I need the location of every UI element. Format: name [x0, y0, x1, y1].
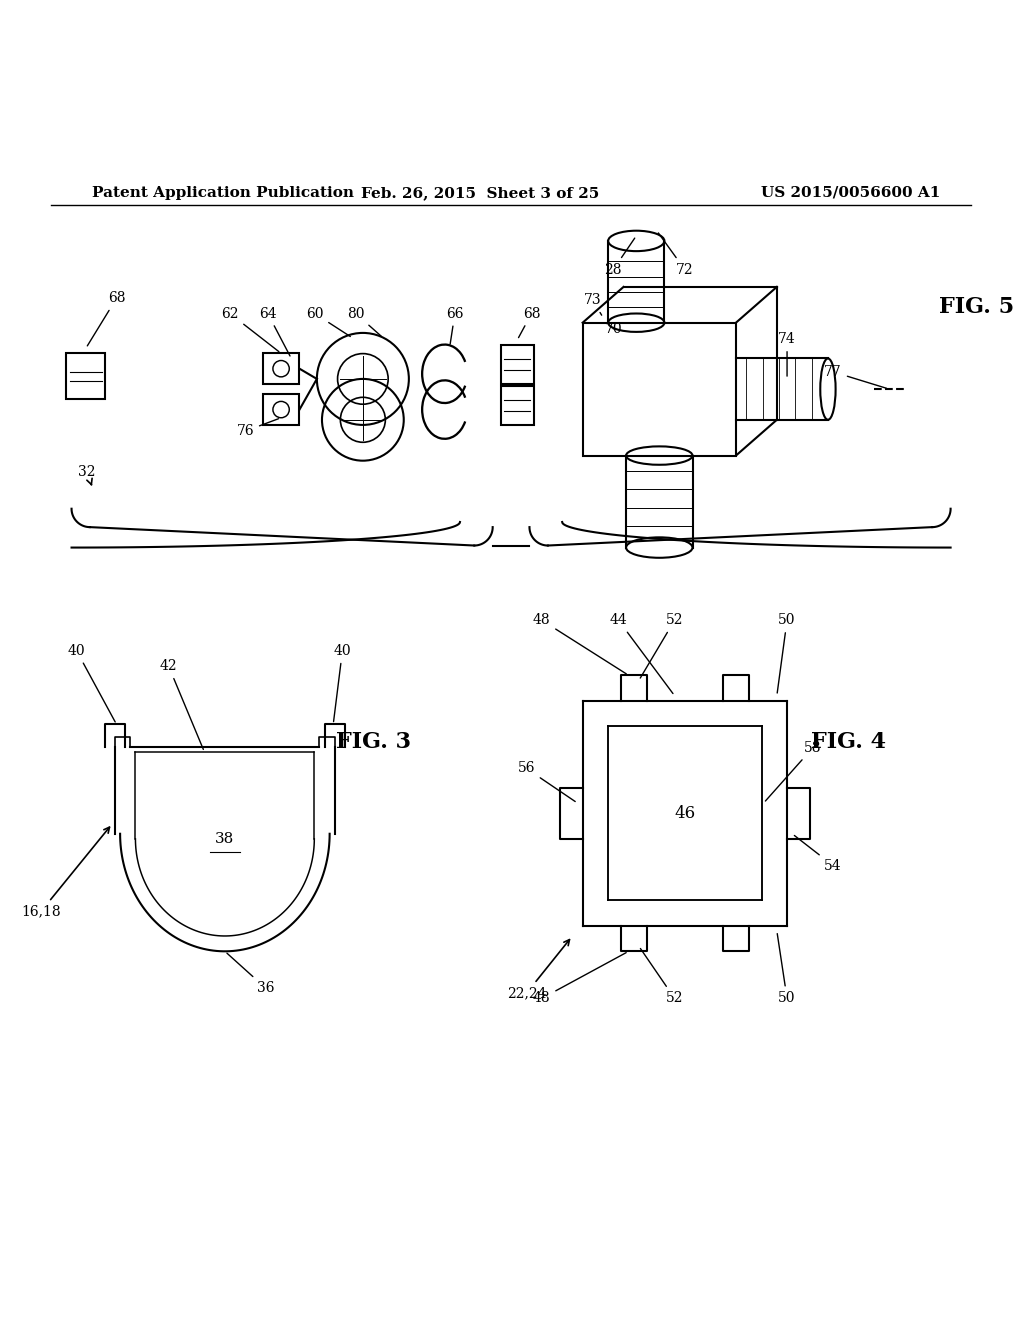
Text: Feb. 26, 2015  Sheet 3 of 25: Feb. 26, 2015 Sheet 3 of 25	[361, 186, 599, 199]
Text: 80: 80	[347, 306, 381, 337]
Text: 66: 66	[446, 306, 464, 345]
Text: 68: 68	[87, 292, 125, 346]
Text: 50: 50	[777, 614, 796, 693]
Text: 52: 52	[640, 614, 683, 678]
Text: FIG. 4: FIG. 4	[811, 731, 886, 752]
Text: 16,18: 16,18	[22, 828, 110, 919]
Text: 60: 60	[306, 306, 350, 337]
Text: 38: 38	[215, 832, 234, 846]
FancyBboxPatch shape	[501, 345, 534, 384]
Text: 72: 72	[658, 232, 693, 277]
Text: FIG. 3: FIG. 3	[336, 731, 411, 752]
Text: 56: 56	[518, 762, 575, 801]
Text: 54: 54	[795, 836, 842, 873]
Text: 62: 62	[221, 306, 279, 351]
Text: 68: 68	[518, 306, 541, 338]
Text: 64: 64	[259, 306, 290, 356]
Text: 22,24: 22,24	[507, 940, 569, 1001]
Text: 46: 46	[674, 805, 695, 822]
Text: Patent Application Publication: Patent Application Publication	[92, 186, 354, 199]
Text: 52: 52	[640, 949, 683, 1006]
Text: 70: 70	[604, 322, 623, 335]
Text: 28: 28	[604, 238, 635, 277]
Text: 48: 48	[532, 953, 627, 1006]
Text: 48: 48	[532, 614, 627, 673]
FancyBboxPatch shape	[263, 354, 299, 384]
Text: 40: 40	[334, 644, 351, 722]
Text: 76: 76	[237, 418, 279, 438]
Text: 32: 32	[78, 465, 95, 484]
Text: 77: 77	[824, 364, 887, 388]
Text: 74: 74	[778, 333, 796, 376]
Text: 40: 40	[68, 644, 116, 722]
Text: 73: 73	[584, 293, 602, 315]
FancyBboxPatch shape	[501, 385, 534, 425]
Text: FIG. 5: FIG. 5	[939, 297, 1014, 318]
FancyBboxPatch shape	[67, 354, 105, 400]
Text: 36: 36	[227, 953, 274, 995]
Text: 58: 58	[765, 741, 821, 801]
Text: US 2015/0056600 A1: US 2015/0056600 A1	[761, 186, 940, 199]
Text: 44: 44	[609, 614, 673, 693]
Text: 50: 50	[777, 933, 796, 1006]
FancyBboxPatch shape	[263, 395, 299, 425]
Text: 42: 42	[160, 659, 204, 750]
